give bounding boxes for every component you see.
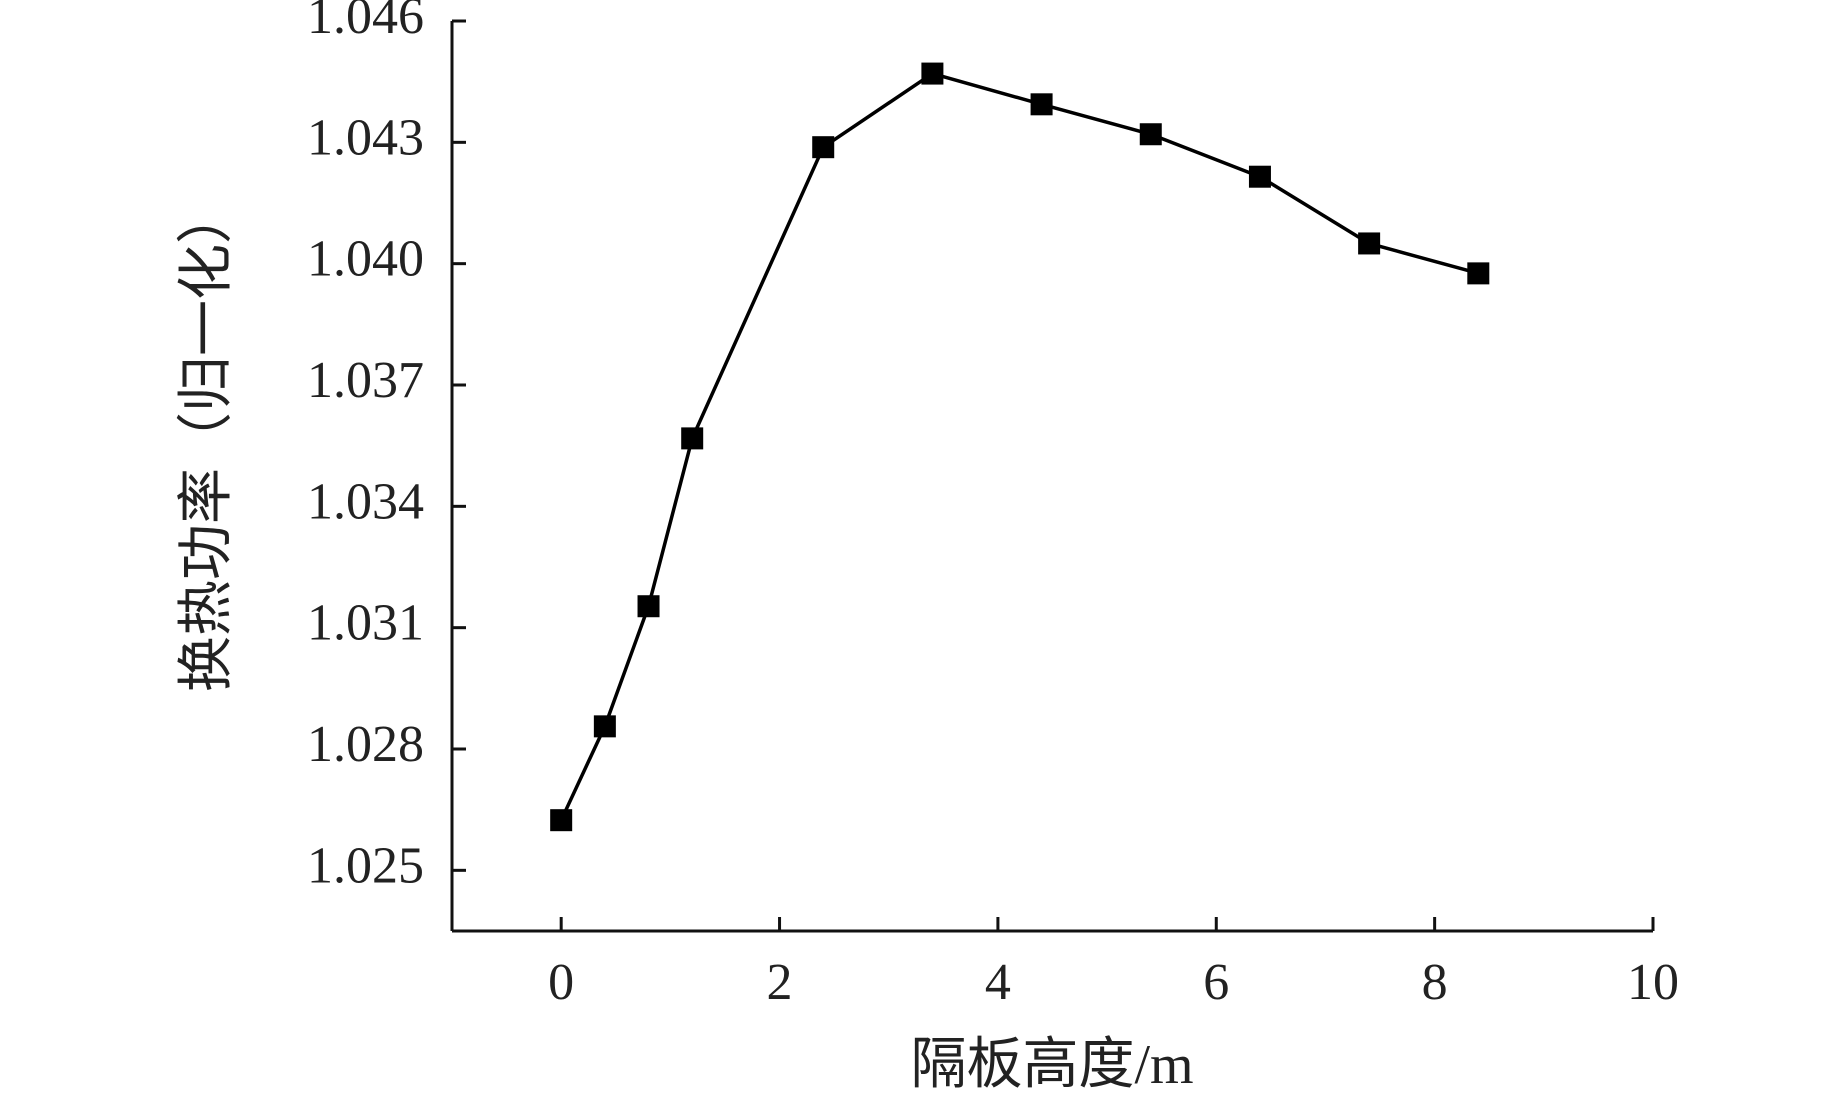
marker xyxy=(593,715,616,738)
marker xyxy=(812,136,835,159)
y-tick-label: 1.025 xyxy=(307,837,424,894)
x-tick-label: 8 xyxy=(1422,954,1448,1011)
marker xyxy=(1139,123,1162,146)
y-tick-label: 1.034 xyxy=(307,473,424,530)
marker xyxy=(681,427,704,450)
marker xyxy=(550,809,573,832)
x-tick-label: 6 xyxy=(1203,954,1229,1011)
x-tick-label: 10 xyxy=(1627,954,1679,1011)
marker xyxy=(1248,165,1271,188)
marker xyxy=(921,62,944,85)
marker xyxy=(1467,262,1490,285)
y-tick-label: 1.031 xyxy=(307,595,424,652)
y-tick-label: 1.028 xyxy=(307,716,424,773)
marker xyxy=(1358,232,1381,255)
x-axis-label: 隔板高度/m xyxy=(910,1034,1193,1096)
y-axis-label: 换热功率（归一化） xyxy=(176,188,238,692)
x-tick-label: 2 xyxy=(767,954,793,1011)
x-tick-label: 0 xyxy=(548,954,574,1011)
y-tick-label: 1.037 xyxy=(307,352,424,409)
x-tick-label: 4 xyxy=(985,954,1011,1011)
marker xyxy=(637,595,660,618)
y-tick-label: 1.040 xyxy=(307,231,424,288)
y-tick-label: 1.046 xyxy=(307,0,424,45)
y-tick-label: 1.043 xyxy=(307,109,424,166)
marker xyxy=(1030,93,1053,116)
